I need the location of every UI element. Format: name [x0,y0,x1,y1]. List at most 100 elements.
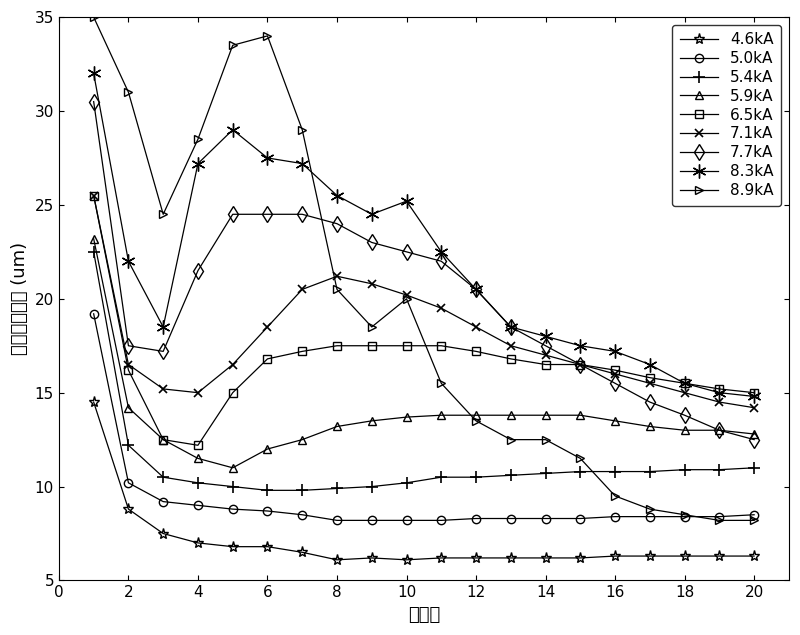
4.6kA [193,539,202,547]
5.4kA [228,483,238,490]
6.5kA [714,385,724,392]
8.9kA [158,210,168,218]
7.7kA [228,210,238,218]
5.4kA [332,485,342,492]
7.7kA [193,267,202,274]
8.9kA [714,516,724,524]
6.5kA [680,380,690,387]
8.9kA [610,492,620,500]
5.0kA [158,498,168,505]
5.9kA [89,235,98,243]
5.9kA [645,423,654,431]
8.3kA [575,342,585,349]
4.6kA [89,398,98,406]
6.5kA [262,355,272,363]
6.5kA [193,441,202,449]
Y-axis label: 位移波动峰値 (um): 位移波动峰値 (um) [11,242,29,356]
5.9kA [298,436,307,443]
7.7kA [506,323,515,331]
8.9kA [193,135,202,143]
8.3kA [506,323,515,331]
5.4kA [471,473,481,481]
8.9kA [367,323,377,331]
7.1kA [750,404,759,411]
7.1kA [575,361,585,368]
8.3kA [714,389,724,396]
7.1kA [228,361,238,368]
5.9kA [124,404,134,411]
7.1kA [714,398,724,406]
6.5kA [645,374,654,382]
5.0kA [750,511,759,519]
6.5kA [750,389,759,396]
8.3kA [610,347,620,355]
5.9kA [402,413,411,421]
8.3kA [750,392,759,400]
5.9kA [610,417,620,425]
6.5kA [124,366,134,374]
7.1kA [193,389,202,396]
7.7kA [298,210,307,218]
X-axis label: 序列号: 序列号 [408,606,440,624]
4.6kA [506,554,515,562]
5.4kA [262,486,272,494]
5.4kA [298,486,307,494]
7.1kA [298,286,307,293]
7.7kA [714,427,724,434]
5.0kA [402,516,411,524]
5.0kA [124,479,134,486]
5.4kA [89,248,98,256]
4.6kA [645,552,654,560]
7.7kA [332,220,342,227]
6.5kA [298,347,307,355]
6.5kA [228,389,238,396]
4.6kA [610,552,620,560]
7.1kA [471,323,481,331]
7.7kA [437,257,446,265]
8.3kA [124,257,134,265]
7.7kA [124,342,134,349]
Legend: 4.6kA, 5.0kA, 5.4kA, 5.9kA, 6.5kA, 7.1kA, 7.7kA, 8.3kA, 8.9kA: 4.6kA, 5.0kA, 5.4kA, 5.9kA, 6.5kA, 7.1kA… [672,25,782,206]
5.4kA [645,468,654,476]
6.5kA [402,342,411,349]
7.7kA [575,361,585,368]
4.6kA [680,552,690,560]
8.3kA [298,160,307,168]
5.9kA [367,417,377,425]
6.5kA [541,361,550,368]
8.3kA [645,361,654,368]
8.9kA [437,380,446,387]
8.9kA [750,516,759,524]
5.0kA [193,502,202,509]
Line: 7.1kA: 7.1kA [90,191,758,412]
5.9kA [437,411,446,419]
8.3kA [680,380,690,387]
7.1kA [437,304,446,312]
8.9kA [332,286,342,293]
5.4kA [437,473,446,481]
7.1kA [124,361,134,368]
5.4kA [575,468,585,476]
4.6kA [714,552,724,560]
8.9kA [124,88,134,96]
5.0kA [471,515,481,523]
5.0kA [298,511,307,519]
5.9kA [332,423,342,431]
5.9kA [575,411,585,419]
8.3kA [437,248,446,256]
8.3kA [367,210,377,218]
5.0kA [645,513,654,521]
8.9kA [89,13,98,21]
6.5kA [158,436,168,443]
7.7kA [645,398,654,406]
7.7kA [750,436,759,443]
8.9kA [298,126,307,133]
7.7kA [367,239,377,246]
Line: 5.9kA: 5.9kA [90,234,758,472]
7.1kA [158,385,168,392]
4.6kA [575,554,585,562]
4.6kA [298,549,307,556]
7.1kA [89,192,98,199]
5.9kA [193,455,202,462]
5.0kA [610,513,620,521]
